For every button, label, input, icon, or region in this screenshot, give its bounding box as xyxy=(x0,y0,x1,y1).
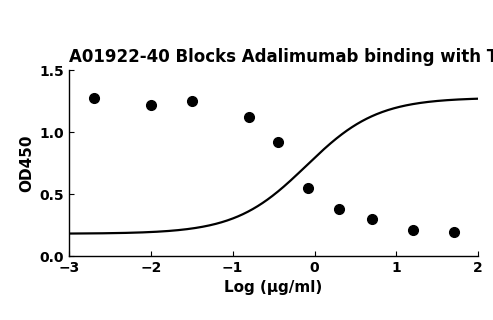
Y-axis label: OD450: OD450 xyxy=(19,134,34,192)
X-axis label: Log (μg/ml): Log (μg/ml) xyxy=(224,280,323,295)
Text: A01922-40 Blocks Adalimumab binding with TNF-α: A01922-40 Blocks Adalimumab binding with… xyxy=(69,48,493,66)
